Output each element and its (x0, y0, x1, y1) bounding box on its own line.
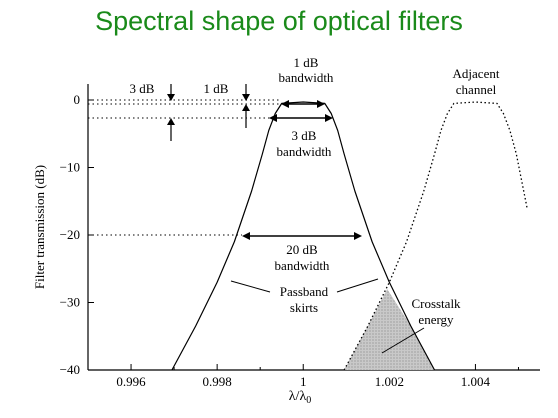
arrowhead (167, 94, 175, 101)
arrowhead (317, 100, 325, 108)
skirt-pointer-left (230, 280, 271, 293)
y-tick-label: −20 (60, 227, 80, 242)
arrowhead (325, 114, 333, 122)
x-tick-label: 0.996 (116, 374, 146, 389)
arrowhead (242, 94, 250, 101)
slide-title: Spectral shape of optical filters (95, 6, 463, 36)
label-1db-bandwidth-line1: 1 dB (294, 55, 319, 70)
adjacent-channel-curve (343, 101, 528, 371)
arrowhead (281, 100, 289, 108)
axis-ticks: 0 −10 −20 −30 −40 0.996 0.998 1 1.002 1.004 (60, 92, 519, 389)
label-adjacent-channel-line1: Adjacent (453, 66, 500, 81)
label-crosstalk-energy-line1: Crosstalk (411, 296, 461, 311)
label-1db-bandwidth-line2: bandwidth (279, 70, 334, 85)
label-3db: 3 dB (130, 81, 155, 96)
crosstalk-shaded-area (344, 289, 435, 370)
y-tick-label: −30 (60, 295, 80, 310)
x-axis-label: λ/λ0 (289, 389, 311, 406)
y-axis-label: Filter transmission (dB) (32, 165, 47, 289)
reference-lines (88, 99, 280, 236)
x-tick-label: 1.002 (375, 374, 404, 389)
label-crosstalk-energy-line2: energy (418, 312, 454, 327)
label-20db-bandwidth-line2: bandwidth (275, 258, 330, 273)
arrowhead (354, 232, 362, 240)
x-tick-label: 1.004 (461, 374, 491, 389)
label-passband-skirts-line1: Passband (280, 284, 329, 299)
filter-curves (171, 101, 528, 371)
label-adjacent-channel-line2: channel (456, 82, 497, 97)
passband-filter-curve (171, 101, 436, 371)
crosstalk-region (344, 289, 435, 370)
y-tick-label: 0 (74, 92, 81, 107)
label-3db-bandwidth-line2: bandwidth (277, 144, 332, 159)
arrowhead (167, 118, 175, 125)
arrowhead (269, 114, 277, 122)
x-tick-label: 1 (300, 374, 307, 389)
y-tick-label: −10 (60, 160, 80, 175)
label-1db: 1 dB (204, 81, 229, 96)
label-3db-bandwidth-line1: 3 dB (292, 128, 317, 143)
skirt-pointer-right (336, 278, 379, 293)
crosstalk-pointer (381, 327, 425, 354)
label-20db-bandwidth-line1: 20 dB (286, 242, 318, 257)
label-passband-skirts-line2: skirts (290, 300, 318, 315)
arrowhead (242, 232, 250, 240)
arrowhead (242, 104, 250, 111)
y-tick-label: −40 (60, 362, 80, 377)
x-tick-label: 0.998 (203, 374, 232, 389)
